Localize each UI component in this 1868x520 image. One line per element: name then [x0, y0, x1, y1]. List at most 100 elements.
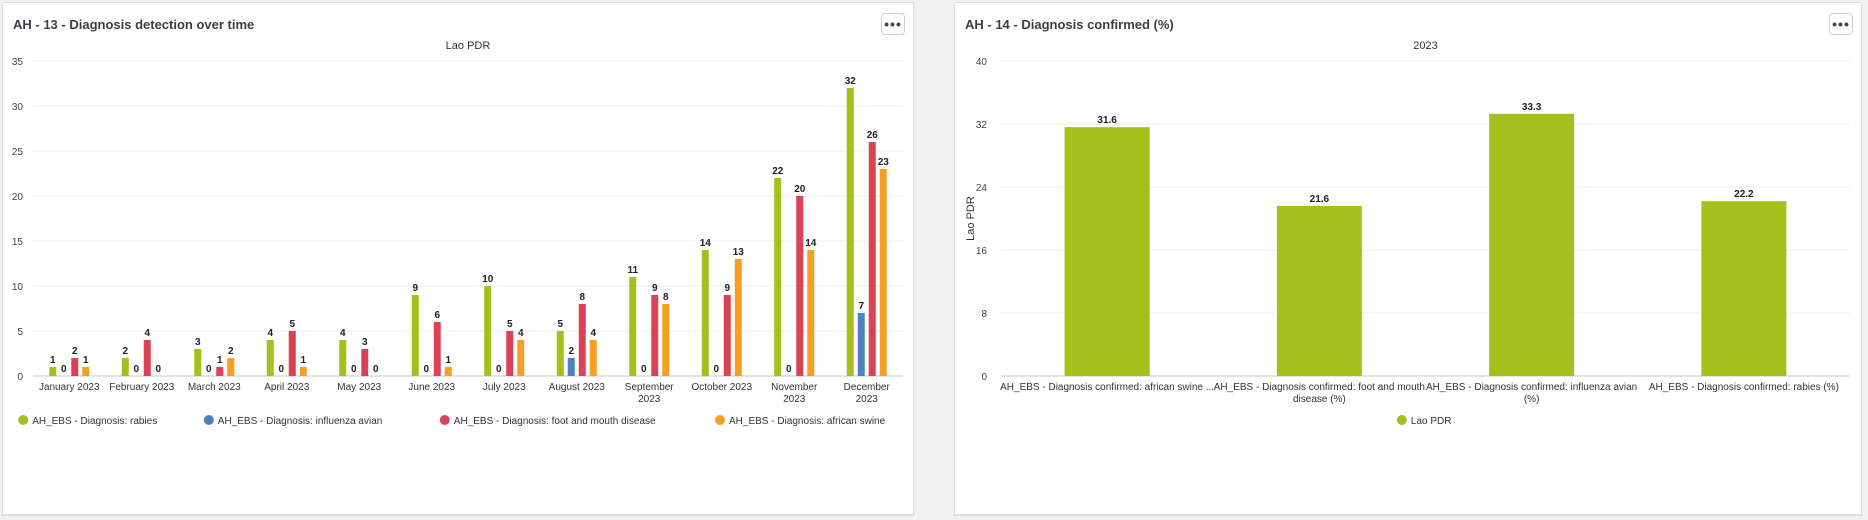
data-label: 0 — [61, 364, 67, 375]
panel-title: AH - 14 - Diagnosis confirmed (%) — [965, 17, 1174, 32]
data-label: 32 — [845, 76, 857, 87]
bar — [879, 169, 887, 376]
data-label: 4 — [518, 328, 524, 339]
legend-label: AH_EBS - Diagnosis: rabies — [32, 416, 157, 427]
data-label: 4 — [340, 328, 346, 339]
data-label: 0 — [278, 364, 284, 375]
more-options-button[interactable]: ••• — [881, 13, 905, 35]
legend-label: AH_EBS - Diagnosis: african swine — [729, 416, 886, 427]
diagnosis-confirmed-chart: 2023 Lao PDR 0 8 16 24 32 40 AH_EBS - Diagnosis … — [965, 40, 1850, 427]
x-tick-label: August 2023 — [549, 382, 606, 393]
data-label: 22 — [772, 166, 784, 177]
bar — [774, 178, 782, 376]
legend-marker — [439, 415, 450, 425]
data-label: 33.3 — [1522, 102, 1542, 113]
data-label: 20 — [794, 184, 806, 195]
x-tick-label: October 2023 — [691, 382, 752, 393]
x-tick-label: AH_EBS - Diagnosis confirmed: influenza … — [1426, 382, 1637, 393]
legend-marker — [203, 415, 214, 425]
data-label: 0 — [133, 364, 139, 375]
bar — [701, 250, 709, 376]
more-horizontal-icon: ••• — [884, 16, 902, 32]
x-tick-label: AH_EBS - Diagnosis confirmed: rabies (%) — [1649, 382, 1839, 393]
bar — [1064, 127, 1150, 377]
y-tick-label: 0 — [981, 372, 987, 383]
x-tick-label: December — [844, 382, 891, 393]
bar — [651, 295, 659, 376]
x-tick-label: AH_EBS - Diagnosis confirmed: foot and m… — [1214, 382, 1425, 393]
data-label: 0 — [351, 364, 357, 375]
bar — [216, 367, 224, 376]
bar — [846, 88, 854, 376]
x-tick-label: February 2023 — [109, 382, 174, 393]
data-label: 0 — [206, 364, 212, 375]
data-label: 1 — [300, 355, 306, 366]
data-label: 1 — [50, 355, 56, 366]
y-tick-label: 24 — [976, 183, 988, 194]
bar — [1701, 201, 1787, 376]
bar — [143, 340, 151, 376]
more-options-button[interactable]: ••• — [1829, 13, 1853, 35]
data-label: 1 — [83, 355, 89, 366]
legend-label: Lao PDR — [1411, 416, 1452, 427]
bar — [807, 250, 815, 376]
bar — [266, 340, 274, 376]
data-label: 1 — [217, 355, 223, 366]
data-label: 5 — [557, 319, 563, 330]
data-label: 10 — [482, 274, 494, 285]
data-label: 5 — [507, 319, 513, 330]
y-tick-label: 30 — [12, 102, 24, 113]
legend-marker — [18, 415, 29, 425]
bar — [339, 340, 347, 376]
x-tick-label: April 2023 — [264, 382, 309, 393]
y-tick-label: 16 — [976, 246, 988, 257]
bar — [589, 340, 597, 376]
x-tick-label: March 2023 — [188, 382, 241, 393]
y-tick-label: 35 — [12, 57, 24, 68]
y-tick-label: 0 — [17, 372, 23, 383]
data-label: 5 — [289, 319, 295, 330]
data-label: 14 — [700, 238, 712, 249]
data-label: 0 — [155, 364, 161, 375]
data-label: 0 — [496, 364, 502, 375]
bar — [578, 304, 586, 376]
data-label: 4 — [590, 328, 596, 339]
y-tick-label: 8 — [981, 309, 987, 320]
bar — [723, 295, 731, 376]
data-label: 22.2 — [1734, 189, 1754, 200]
x-tick-label: September — [625, 382, 675, 393]
x-tick-label: (%) — [1524, 394, 1540, 405]
legend-label: AH_EBS - Diagnosis: influenza avian — [218, 416, 383, 427]
data-label: 6 — [434, 310, 440, 321]
data-label: 31.6 — [1097, 115, 1117, 126]
data-label: 14 — [805, 238, 817, 249]
diagnosis-detection-panel: AH - 13 - Diagnosis detection over time … — [2, 2, 914, 515]
bar — [662, 304, 670, 376]
bar — [868, 142, 876, 376]
bar — [734, 259, 742, 376]
data-label: 3 — [362, 337, 368, 348]
data-label: 8 — [663, 292, 669, 303]
bar — [361, 349, 369, 376]
bar — [517, 340, 525, 376]
data-label: 3 — [195, 337, 201, 348]
panel-title: AH - 13 - Diagnosis detection over time — [13, 17, 255, 32]
bar — [411, 295, 419, 376]
data-label: 9 — [652, 283, 658, 294]
x-tick-label: May 2023 — [337, 382, 381, 393]
data-label: 11 — [627, 265, 638, 276]
bar — [796, 196, 804, 376]
bar — [567, 358, 575, 376]
y-axis-label: Lao PDR — [965, 196, 977, 241]
y-tick-label: 15 — [12, 237, 24, 248]
data-label: 9 — [724, 283, 730, 294]
data-label: 21.6 — [1310, 194, 1330, 205]
bar — [484, 286, 492, 376]
data-label: 2 — [72, 346, 78, 357]
bar — [556, 331, 564, 376]
bar — [629, 277, 637, 376]
x-tick-label: 2023 — [856, 394, 879, 405]
data-label: 8 — [579, 292, 585, 303]
data-label: 0 — [423, 364, 429, 375]
data-label: 1 — [445, 355, 451, 366]
